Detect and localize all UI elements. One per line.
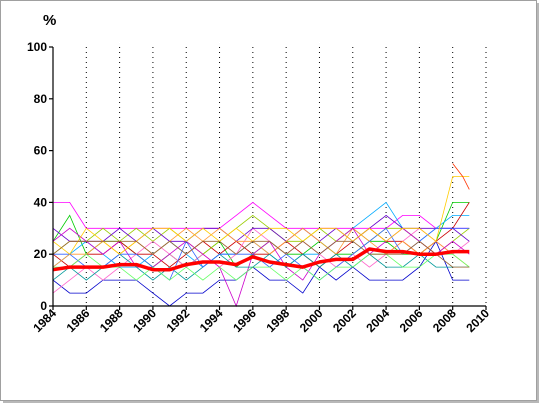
x-tick-label: 1994 <box>197 306 226 335</box>
x-tick-label: 1996 <box>230 306 259 335</box>
series-line-1 <box>53 201 470 229</box>
x-tick-label: 2010 <box>463 306 492 335</box>
x-tick-label: 2002 <box>330 306 359 335</box>
axes <box>49 46 487 310</box>
x-tick-labels: 1984 1986 1988 1990 1992 1994 1996 1998 2000 2002… <box>30 306 492 335</box>
x-tick-label: 1990 <box>130 306 159 335</box>
series-line-5 <box>52 202 470 268</box>
y-axis-unit-label: % <box>43 12 56 29</box>
y-tick-label: 20 <box>34 247 48 261</box>
series-line-13 <box>52 176 470 255</box>
mean-trend-line <box>52 247 470 272</box>
x-tick-label: 1984 <box>30 306 59 335</box>
x-tick-label: 2008 <box>430 306 459 335</box>
y-tick-label: 60 <box>34 144 48 158</box>
x-tick-label: 2004 <box>363 306 392 335</box>
series-lines <box>52 163 470 308</box>
series-line-16 <box>452 163 470 190</box>
y-tick-labels: 0 20 40 60 80 100 <box>27 40 47 313</box>
series-line-3 <box>52 240 470 307</box>
x-tick-label: 1986 <box>64 306 93 335</box>
frame-shadow-bottom <box>3 401 539 403</box>
y-tick-label: 100 <box>27 40 47 54</box>
y-tick-label: 40 <box>34 195 48 209</box>
x-tick-label: 2000 <box>297 306 326 335</box>
x-tick-label: 1992 <box>164 306 193 335</box>
x-tick-label: 1988 <box>97 306 126 335</box>
frame-shadow-right <box>537 3 539 401</box>
series-line-7 <box>52 214 470 255</box>
series-line-8 <box>52 214 470 242</box>
series-line-14 <box>53 253 470 281</box>
x-tick-label: 2006 <box>397 306 426 335</box>
mean-series-line <box>52 247 470 272</box>
series-line-15 <box>52 240 470 268</box>
y-tick-label: 0 <box>40 299 47 313</box>
x-tick-label: 1998 <box>263 306 292 335</box>
y-tick-label: 80 <box>34 92 48 106</box>
